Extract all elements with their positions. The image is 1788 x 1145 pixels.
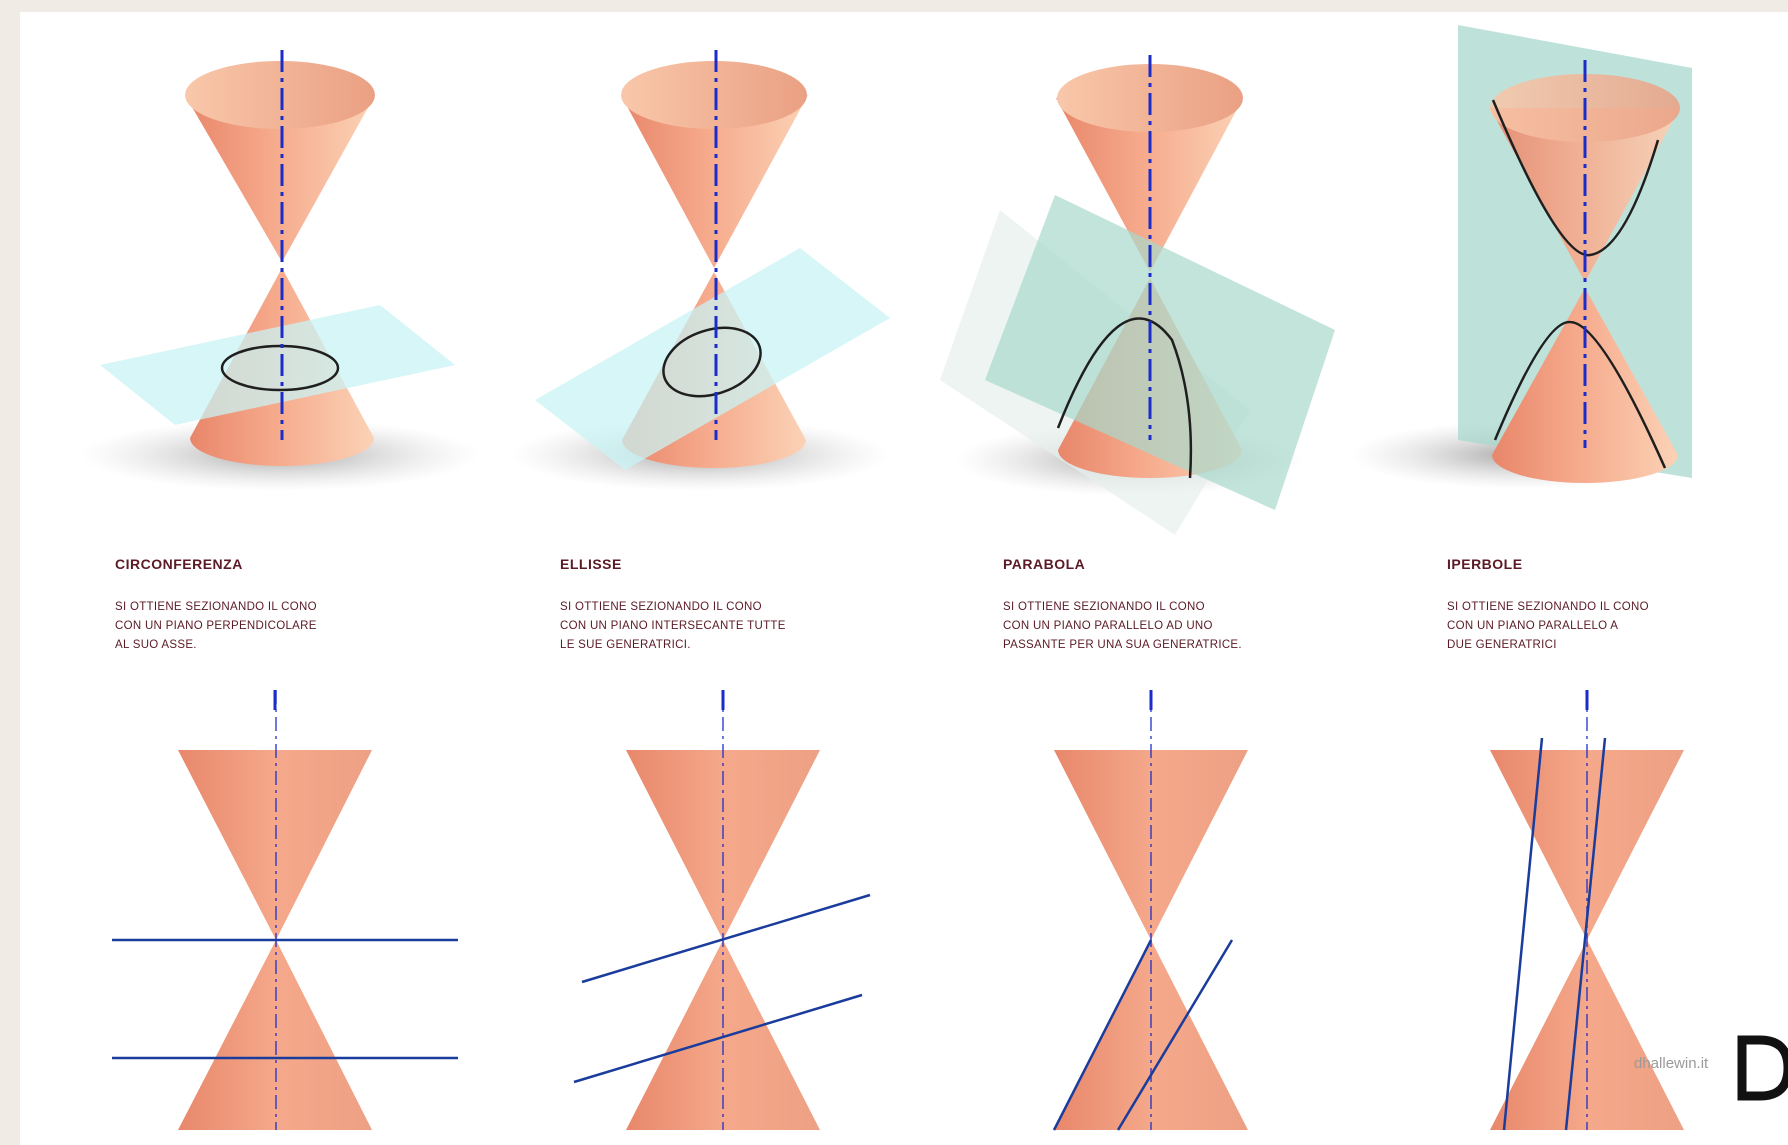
desc-line: SI OTTIENE SEZIONANDO IL CONO — [1447, 601, 1649, 613]
section-line — [1116, 939, 1234, 1131]
description-parabola: SI OTTIENE SEZIONANDO IL CONO CON UN PIA… — [1003, 598, 1242, 655]
cone-2d-ellipse — [573, 690, 871, 1130]
desc-line: AL SUO ASSE. — [115, 639, 197, 651]
cone-3d-ellipse — [510, 50, 890, 491]
cutting-plane — [100, 305, 455, 425]
ellipse-curve — [662, 326, 762, 398]
desc-line: CON UN PIANO PERPENDICOLARE — [115, 620, 317, 632]
desc-line: CON UN PIANO PARALLELO A — [1447, 620, 1619, 632]
circle-curve — [220, 344, 340, 392]
desc-line: PASSANTE PER UNA SUA GENERATRICE. — [1003, 639, 1242, 651]
cone-2d-circle — [112, 690, 458, 1130]
cone-3d-parabola — [940, 55, 1335, 535]
title-parabola: PARABOLA — [1003, 556, 1086, 572]
title-iperbole: IPERBOLE — [1447, 556, 1523, 572]
watermark-text: dhallewin.it — [1634, 1055, 1709, 1072]
hyperbola-lower-branch — [1493, 320, 1667, 469]
title-circonferenza: CIRCONFERENZA — [115, 556, 243, 572]
cone-3d-circle — [80, 50, 480, 491]
section-line-left — [1502, 737, 1544, 1131]
desc-line: SI OTTIENE SEZIONANDO IL CONO — [115, 601, 317, 613]
description-ellisse: SI OTTIENE SEZIONANDO IL CONO CON UN PIA… — [560, 598, 786, 655]
desc-line: SI OTTIENE SEZIONANDO IL CONO — [1003, 601, 1205, 613]
parabola-curve — [1056, 317, 1193, 479]
desc-line: CON UN PIANO PARALLELO AD UNO — [1003, 620, 1213, 632]
cutting-plane — [985, 195, 1335, 510]
logo-d-icon — [1737, 1035, 1788, 1101]
description-circonferenza: SI OTTIENE SEZIONANDO IL CONO CON UN PIA… — [115, 598, 317, 655]
section-line-lower — [573, 993, 863, 1084]
generatrix-line — [1052, 939, 1153, 1131]
cutting-plane — [535, 248, 890, 470]
desc-line: DUE GENERATRICI — [1447, 639, 1557, 651]
cone-2d-hyperbola — [1490, 690, 1684, 1131]
title-ellisse: ELLISSE — [560, 556, 622, 572]
desc-line: SI OTTIENE SEZIONANDO IL CONO — [560, 601, 762, 613]
desc-line: LE SUE GENERATRICI. — [560, 639, 691, 651]
hyperbola-upper-branch — [1491, 99, 1660, 257]
section-line-upper — [581, 893, 871, 984]
cone-3d-hyperbola — [1350, 25, 1692, 489]
cone-2d-parabola — [1052, 690, 1248, 1131]
section-line-right — [1564, 737, 1607, 1131]
description-iperbole: SI OTTIENE SEZIONANDO IL CONO CON UN PIA… — [1447, 598, 1649, 655]
desc-line: CON UN PIANO INTERSECANTE TUTTE — [560, 620, 786, 632]
